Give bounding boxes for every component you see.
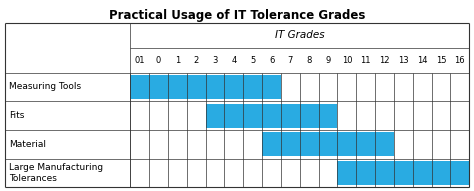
Text: 14: 14	[417, 56, 428, 65]
Text: IT Grades: IT Grades	[275, 30, 325, 40]
Text: 9: 9	[326, 56, 331, 65]
Text: Large Manufacturing
Tolerances: Large Manufacturing Tolerances	[9, 163, 104, 183]
Text: 3: 3	[212, 56, 218, 65]
Text: 2: 2	[193, 56, 199, 65]
Text: Material: Material	[9, 140, 46, 149]
Text: 16: 16	[455, 56, 465, 65]
Text: 7: 7	[288, 56, 293, 65]
Text: Fits: Fits	[9, 111, 25, 120]
Text: Measuring Tools: Measuring Tools	[9, 82, 82, 91]
Text: 4: 4	[231, 56, 237, 65]
Text: Practical Usage of IT Tolerance Grades: Practical Usage of IT Tolerance Grades	[109, 9, 365, 22]
Bar	[206, 104, 337, 128]
Text: 01: 01	[135, 56, 145, 65]
Bar	[337, 161, 469, 185]
Text: 0: 0	[156, 56, 161, 65]
Text: 10: 10	[342, 56, 352, 65]
Text: 12: 12	[379, 56, 390, 65]
Text: 11: 11	[360, 56, 371, 65]
Text: 15: 15	[436, 56, 446, 65]
Bar	[130, 75, 281, 99]
Text: 5: 5	[250, 56, 255, 65]
Text: 13: 13	[398, 56, 409, 65]
Bar	[262, 132, 394, 156]
Text: 1: 1	[175, 56, 180, 65]
Text: 6: 6	[269, 56, 274, 65]
Text: 8: 8	[307, 56, 312, 65]
